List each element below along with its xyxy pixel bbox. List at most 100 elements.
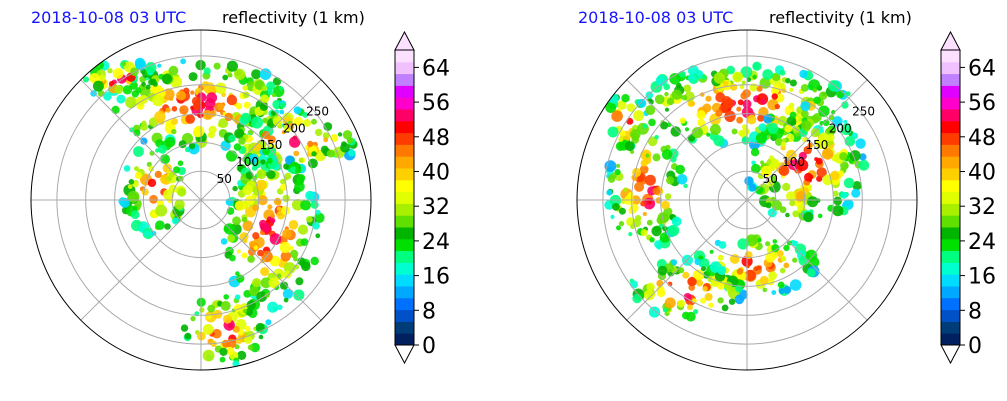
echo-cell [282,228,292,239]
echo-cell [239,232,249,241]
echo-cell [272,306,278,312]
echo-cell [606,189,613,196]
echo-cell [818,105,830,117]
echo-cell [252,204,260,212]
echo-cell [779,267,786,274]
echo-cell [678,267,685,274]
colorbar-swatch [941,168,960,181]
colorbar-swatch [941,297,960,311]
echo-cell [346,137,354,144]
echo-cell [171,128,177,135]
echo-cell [291,199,304,211]
echo-cell [771,244,780,253]
echo-cell [166,175,172,182]
echo-cell [161,73,173,85]
azimuth-line [200,199,322,321]
echo-cell [749,139,760,150]
echo-cell [630,280,638,289]
azimuth-line [746,199,868,321]
colorbar-tick-label: 24 [968,230,996,255]
echo-cell [253,236,265,248]
timestamp-label: 2018-10-08 03 UTC [31,8,187,27]
echo-cell [326,149,335,158]
echo-cell [664,107,670,112]
echo-cell [125,96,137,109]
colorbar-tick-label: 32 [422,195,450,220]
echo-cell [667,224,680,237]
echo-cell [701,74,707,80]
echo-cell [122,85,133,95]
echo-cell [732,71,743,83]
echo-cell [760,99,766,105]
echo-cell [818,91,828,101]
echo-cell [305,190,315,200]
echo-cell [245,308,253,316]
colorbar-swatch [395,132,414,145]
echo-cell [116,94,126,104]
echo-cell [280,206,290,216]
echo-cell [767,122,779,134]
echo-cell [859,153,867,161]
echo-cell [348,149,356,157]
echo-cell [103,92,112,101]
echo-cell [827,133,835,142]
echo-cell [792,240,799,247]
echo-cell [269,233,282,245]
echo-cell [177,160,184,166]
colorbar-swatch [941,262,960,275]
echo-cell [260,277,272,289]
echo-cell [281,130,286,135]
echo-cell [300,199,311,211]
echo-cell [681,94,688,101]
echo-cell [666,176,675,185]
echo-cell [694,258,702,266]
range-ring-label: 150 [805,138,828,152]
echo-cell [273,197,282,206]
echo-cell [697,118,706,127]
colorbar-swatch [941,85,960,98]
echo-cell [788,102,795,109]
echo-cell [243,335,253,344]
echo-cell [800,84,809,92]
echo-cell [752,74,757,80]
echo-cell [260,267,270,277]
colorbar-swatch [395,168,414,181]
echo-cell [644,174,656,186]
echo-cell [310,256,319,266]
echo-cell [737,238,749,250]
echo-cell [121,61,127,67]
echo-cell [783,262,790,269]
colorbar-swatch [395,120,414,134]
echo-cell [123,165,131,172]
colorbar-tick-label: 16 [422,265,450,290]
echo-cell [646,282,655,291]
echo-cell [810,128,820,138]
echo-cell [851,188,861,198]
echo-cell [191,96,202,106]
echo-cell [209,110,217,117]
echo-cell [633,110,645,122]
echo-cell [637,174,645,182]
echo-cell [687,304,693,311]
echo-cell [320,145,329,154]
echo-cell [188,142,196,150]
echo-cell [748,183,757,192]
echo-cell [645,153,650,158]
echo-cell [721,96,732,106]
colorbar-swatch [941,309,960,322]
echo-cell [767,208,777,218]
echo-cell [692,269,704,281]
echo-cell [717,266,727,275]
echo-cell [640,200,646,207]
echo-cell [242,184,253,196]
echo-cell [229,254,236,262]
echo-cell [843,119,848,124]
echo-cell [713,72,726,84]
echo-cell [267,89,274,96]
echo-cell [648,306,661,318]
echo-cell [821,148,834,160]
echo-cell [806,268,816,278]
colorbar-swatch [395,156,414,169]
